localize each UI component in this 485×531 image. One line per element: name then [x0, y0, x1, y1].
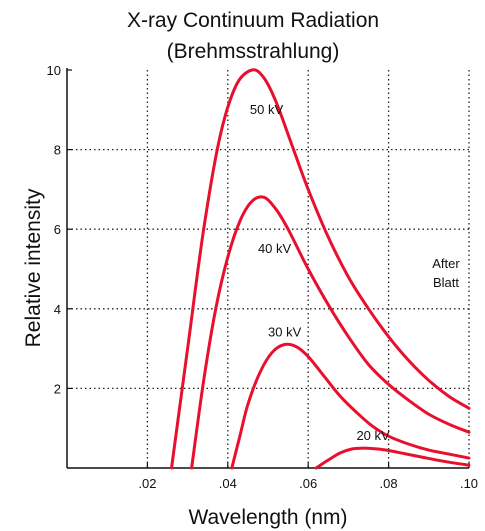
chart-title-line2: (Brehmsstrahlung) — [167, 40, 340, 63]
annotation-line1: After — [432, 256, 460, 271]
y-tick-label: 8 — [54, 143, 61, 158]
x-tick-label: .02 — [138, 476, 156, 491]
series-line-40-kv — [190, 195, 471, 470]
y-tick-label: 4 — [54, 302, 61, 317]
annotation-line2: Blatt — [433, 275, 459, 290]
x-tick-label: .10 — [460, 476, 478, 491]
series-line-20-kv — [314, 446, 471, 470]
x-tick-label: .08 — [380, 476, 398, 491]
curve-label-40-kv: 40 kV — [258, 241, 292, 256]
curve-labels: 50 kV 40 kV 30 kV 20 kV — [250, 102, 390, 443]
series-line-30-kv — [230, 342, 471, 470]
ticks: .02 .04 .06 .08 .10 2 4 6 8 10 — [47, 63, 479, 491]
curve-label-50-kv: 50 kV — [250, 102, 284, 117]
curve-label-20-kv: 20 kV — [356, 428, 390, 443]
curve-label-30-kv: 30 kV — [268, 325, 302, 340]
series-line-50-kv — [170, 68, 471, 470]
x-tick-label: .04 — [219, 476, 237, 491]
y-tick-label: 10 — [47, 63, 61, 78]
axes — [66, 68, 469, 469]
y-tick-label: 6 — [54, 222, 61, 237]
grid — [67, 70, 470, 468]
x-axis-label: Wavelength (nm) — [188, 506, 347, 529]
y-tick-label: 2 — [54, 381, 61, 396]
x-tick-label: .06 — [299, 476, 317, 491]
chart-title-line1: X-ray Continuum Radiation — [127, 9, 379, 32]
series — [170, 68, 471, 470]
y-axis-label: Relative intensity — [22, 188, 45, 347]
